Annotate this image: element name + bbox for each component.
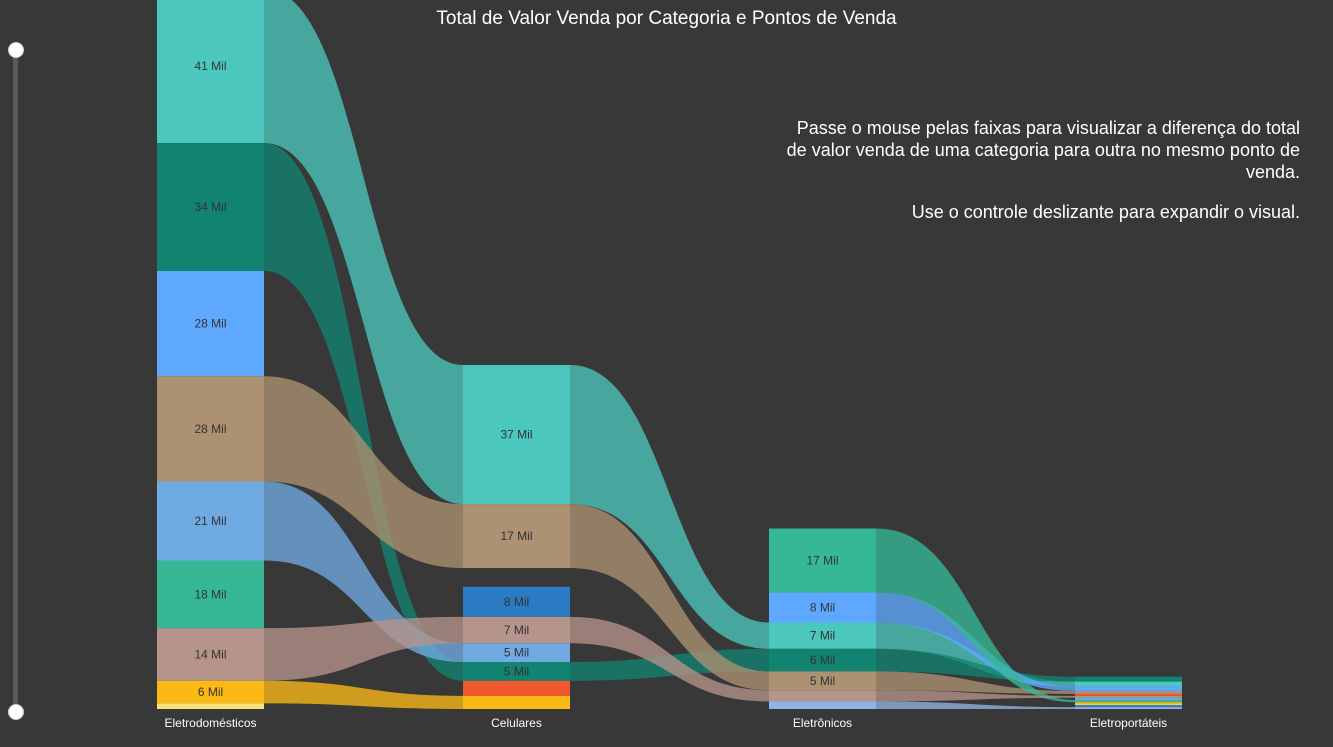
instructions-text: Passe o mouse pelas faixas para visualiz… bbox=[780, 117, 1300, 223]
ribbon-11-2[interactable] bbox=[876, 701, 1075, 709]
node-1-6[interactable] bbox=[463, 616, 570, 644]
node-label-1-6: 7 Mil bbox=[504, 623, 529, 637]
node-0-7[interactable] bbox=[157, 680, 264, 704]
ribbon-3-0[interactable] bbox=[264, 376, 463, 568]
ribbon-3-1[interactable] bbox=[570, 504, 769, 691]
node-0-3[interactable] bbox=[157, 376, 264, 482]
node-label-0-4: 21 Mil bbox=[194, 514, 226, 528]
category-label-1: Celulares bbox=[491, 716, 542, 730]
node-0-1[interactable] bbox=[157, 143, 264, 271]
node-3-6[interactable] bbox=[1075, 695, 1182, 698]
node-3-7[interactable] bbox=[1075, 702, 1182, 705]
node-label-0-6: 14 Mil bbox=[194, 647, 226, 661]
node-label-0-2: 28 Mil bbox=[194, 317, 226, 331]
node-2-2[interactable] bbox=[769, 592, 876, 623]
node-label-0-7: 6 Mil bbox=[198, 685, 223, 699]
category-label-3: Eletroportáteis bbox=[1090, 716, 1167, 730]
node-0-0[interactable] bbox=[157, 0, 264, 144]
chart-title: Total de Valor Venda por Categoria e Pon… bbox=[436, 8, 897, 29]
node-3-3[interactable] bbox=[1075, 690, 1182, 694]
node-3-10[interactable] bbox=[1075, 705, 1182, 708]
node-2-3[interactable] bbox=[769, 671, 876, 691]
node-0-6[interactable] bbox=[157, 628, 264, 681]
instructions-slider: Use o controle deslizante para expandir … bbox=[911, 202, 1300, 222]
node-2-0[interactable] bbox=[769, 622, 876, 649]
node-2-5[interactable] bbox=[769, 528, 876, 593]
category-axis: Eletrodomésticos Celulares Eletrônicos Elet… bbox=[164, 716, 1167, 730]
node-1-7[interactable] bbox=[463, 695, 570, 709]
ribbon-1-0[interactable] bbox=[264, 143, 463, 681]
slider-track[interactable] bbox=[13, 50, 18, 712]
node-label-0-0: 41 Mil bbox=[194, 59, 226, 73]
node-label-0-1: 34 Mil bbox=[194, 200, 226, 214]
node-3-5[interactable] bbox=[1075, 699, 1182, 703]
node-0-2[interactable] bbox=[157, 270, 264, 377]
node-1-3[interactable] bbox=[463, 504, 570, 568]
ribbon-5-2[interactable] bbox=[876, 528, 1075, 703]
slider-handle-bottom[interactable] bbox=[8, 704, 24, 720]
node-label-1-1: 5 Mil bbox=[504, 664, 529, 678]
ribbon-0-0[interactable] bbox=[264, 0, 463, 505]
node-1-9[interactable] bbox=[463, 680, 570, 696]
category-label-2: Eletrônicos bbox=[793, 716, 852, 730]
instructions-hover: Passe o mouse pelas faixas para visualiz… bbox=[786, 118, 1300, 182]
node-3-1[interactable] bbox=[1075, 676, 1182, 682]
node-label-0-3: 28 Mil bbox=[194, 422, 226, 436]
node-1-0[interactable] bbox=[463, 364, 570, 505]
node-0-4[interactable] bbox=[157, 481, 264, 561]
node-3-11[interactable] bbox=[1075, 707, 1182, 709]
expand-slider[interactable] bbox=[8, 42, 24, 720]
ribbon-6-0[interactable] bbox=[264, 616, 463, 681]
node-label-2-0: 7 Mil bbox=[810, 629, 835, 643]
ribbon-6-1[interactable] bbox=[570, 616, 769, 702]
node-label-0-5: 18 Mil bbox=[194, 587, 226, 601]
node-label-1-3: 17 Mil bbox=[500, 529, 532, 543]
node-label-1-0: 37 Mil bbox=[500, 428, 532, 442]
ribbon-6-2[interactable] bbox=[876, 690, 1075, 702]
node-1-4[interactable] bbox=[463, 643, 570, 662]
node-3-0[interactable] bbox=[1075, 681, 1182, 687]
node-label-1-10: 8 Mil bbox=[504, 595, 529, 609]
category-label-0: Eletrodomésticos bbox=[164, 716, 256, 730]
node-label-2-3: 5 Mil bbox=[810, 674, 835, 688]
slider-handle-top[interactable] bbox=[8, 42, 24, 58]
ribbon-1-2[interactable] bbox=[876, 648, 1075, 682]
node-0-8[interactable] bbox=[157, 703, 264, 709]
ribbon-4-0[interactable] bbox=[264, 481, 463, 662]
node-label-2-5: 17 Mil bbox=[806, 553, 838, 567]
node-1-10[interactable] bbox=[463, 586, 570, 617]
nodes-layer: 41 Mil 34 Mil 28 Mil 28 Mil 21 Mil 18 Mil 14 M… bbox=[157, 0, 1182, 709]
ribbons-layer[interactable] bbox=[264, 0, 1075, 709]
node-label-1-4: 5 Mil bbox=[504, 646, 529, 660]
node-1-1[interactable] bbox=[463, 662, 570, 681]
ribbon-0-1[interactable] bbox=[570, 364, 769, 649]
ribbon-7-0[interactable] bbox=[264, 680, 463, 709]
node-label-2-1: 6 Mil bbox=[810, 653, 835, 667]
node-3-4[interactable] bbox=[1075, 697, 1182, 700]
ribbon-3-2[interactable] bbox=[876, 671, 1075, 694]
node-0-5[interactable] bbox=[157, 560, 264, 629]
node-3-2[interactable] bbox=[1075, 686, 1182, 691]
node-2-6[interactable] bbox=[769, 690, 876, 702]
node-3-8[interactable] bbox=[1075, 704, 1182, 706]
node-2-1[interactable] bbox=[769, 648, 876, 672]
node-3-9[interactable] bbox=[1075, 693, 1182, 696]
node-2-11[interactable] bbox=[769, 701, 876, 709]
node-label-2-2: 8 Mil bbox=[810, 600, 835, 614]
